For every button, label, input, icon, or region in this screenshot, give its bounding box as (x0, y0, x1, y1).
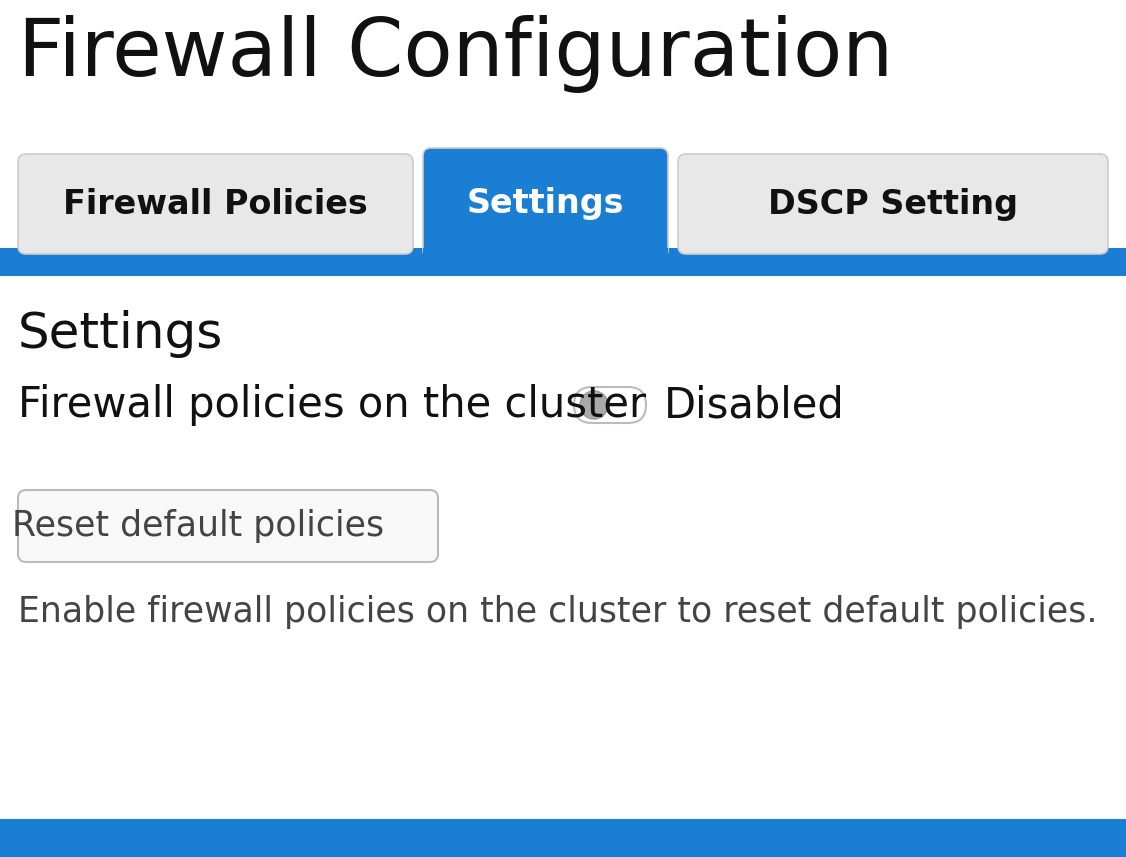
Circle shape (580, 391, 608, 419)
FancyBboxPatch shape (574, 387, 646, 423)
FancyBboxPatch shape (18, 154, 413, 254)
Text: Reset default policies: Reset default policies (12, 509, 384, 543)
FancyBboxPatch shape (423, 148, 668, 258)
Text: DSCP Setting: DSCP Setting (768, 188, 1018, 220)
Text: Settings: Settings (18, 310, 223, 358)
FancyBboxPatch shape (18, 490, 438, 562)
Bar (0, 248, 1126, 276)
Text: Firewall Configuration: Firewall Configuration (18, 15, 893, 93)
Text: Settings: Settings (467, 187, 624, 219)
Text: Enable firewall policies on the cluster to reset default policies.: Enable firewall policies on the cluster … (18, 595, 1098, 629)
FancyBboxPatch shape (678, 154, 1108, 254)
Text: Firewall policies on the cluster: Firewall policies on the cluster (18, 384, 646, 426)
Bar (423, 248, 668, 276)
Bar (0, 819, 1126, 857)
Text: Disabled: Disabled (664, 384, 844, 426)
Text: Firewall Policies: Firewall Policies (63, 188, 368, 220)
